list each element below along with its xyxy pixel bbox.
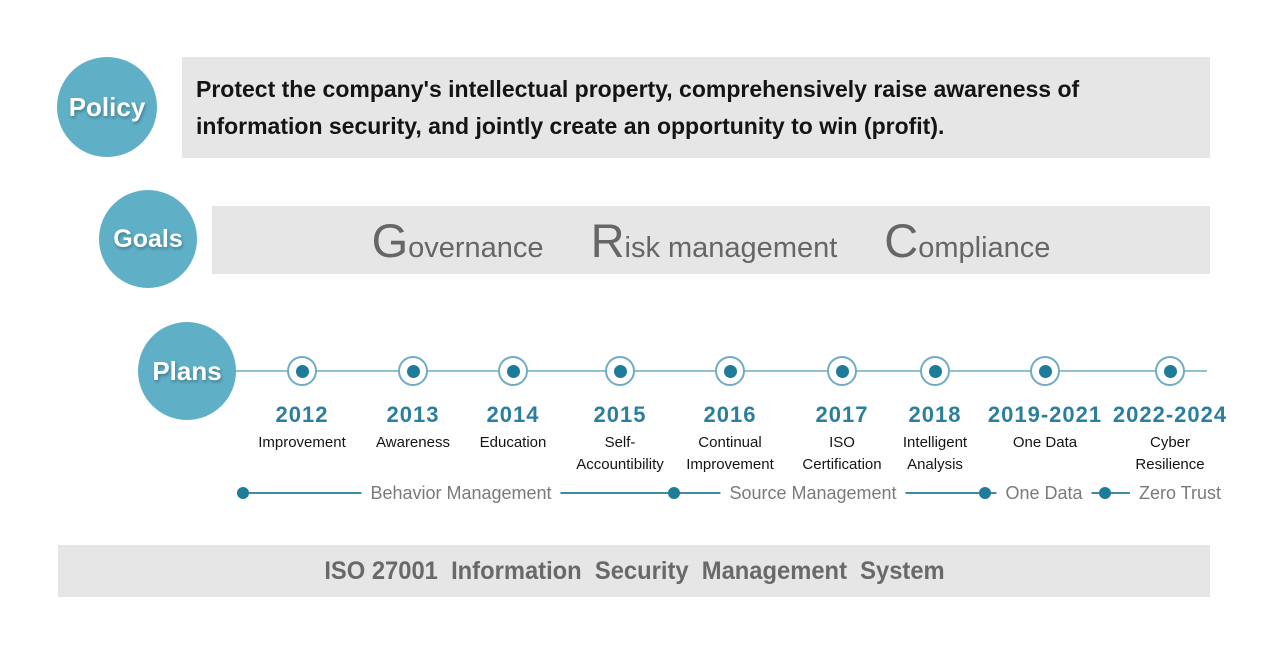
goal-compliance-rest: ompliance <box>918 231 1051 264</box>
timeline-marker-icon <box>605 356 635 386</box>
goal-governance: Governance <box>372 213 544 268</box>
policy-badge-label: Policy <box>68 91 146 122</box>
goal-risk-rest: isk management <box>624 231 838 264</box>
timeline-marker-icon <box>287 356 317 386</box>
policy-panel: Protect the company's intellectual prope… <box>182 57 1210 158</box>
goal-compliance-initial: C <box>884 213 919 267</box>
timeline-milestone: 2018 Intelligent Analysis <box>865 356 1005 476</box>
goal-governance-rest: overnance <box>408 231 544 264</box>
phase-dot-icon <box>979 487 991 499</box>
policy-badge: Policy <box>57 57 157 157</box>
milestone-label: Continual Improvement <box>686 434 774 473</box>
timeline-marker-icon <box>498 356 528 386</box>
plans-badge: Plans <box>138 322 236 420</box>
milestone-label: Intelligent Analysis <box>902 434 968 473</box>
phase-label: Behavior Management <box>361 480 561 506</box>
goal-governance-initial: G <box>371 213 409 267</box>
milestone-label: Improvement <box>258 434 346 451</box>
milestone-year: 2017 <box>815 402 869 427</box>
timeline-marker-dot-icon <box>723 364 737 378</box>
goal-risk-management: Risk management <box>591 213 838 268</box>
policy-text-line-2: information security, and jointly create… <box>196 112 945 139</box>
timeline-marker-dot-icon <box>506 364 520 378</box>
timeline-milestone: 2019-2021 One Data <box>975 356 1115 454</box>
phase-label: One Data <box>996 480 1092 506</box>
timeline-marker-dot-icon <box>613 364 627 378</box>
timeline-milestone: 2014 Education <box>443 356 583 454</box>
timeline-marker-icon <box>715 356 745 386</box>
goal-compliance: Compliance <box>884 213 1050 268</box>
footer-bar: ISO 27001 Information Security Managemen… <box>58 545 1210 597</box>
milestone-label: One Data <box>1012 434 1078 451</box>
goals-badge: Goals <box>99 190 197 288</box>
milestone-year: 2018 <box>908 402 962 427</box>
timeline-marker-dot-icon <box>1038 364 1052 378</box>
goals-panel: Governance Risk management Compliance <box>212 206 1210 274</box>
timeline-milestone: 2017 ISO Certification <box>772 356 912 476</box>
phase-label: Source Management <box>720 480 906 506</box>
milestone-year: 2016 <box>703 402 757 427</box>
milestone-year: 2012 <box>275 402 329 427</box>
milestone-year: 2013 <box>386 402 440 427</box>
timeline-milestone: 2015 Self- Accountibility <box>550 356 690 476</box>
timeline-marker-icon <box>1030 356 1060 386</box>
policy-text-line-1: Protect the company's intellectual prope… <box>196 75 1080 102</box>
goal-risk-initial: R <box>590 213 625 267</box>
timeline-marker-dot-icon <box>295 364 309 378</box>
timeline-marker-icon <box>920 356 950 386</box>
timeline-marker-dot-icon <box>1163 364 1177 378</box>
timeline-milestone: 2012 Improvement <box>232 356 372 454</box>
timeline-marker-dot-icon <box>406 364 420 378</box>
milestone-year: 2014 <box>486 402 540 427</box>
timeline-marker-icon <box>827 356 857 386</box>
timeline-milestone: 2016 Continual Improvement <box>660 356 800 476</box>
phase-dot-icon <box>668 487 680 499</box>
milestone-label: ISO Certification <box>802 434 882 473</box>
timeline-marker-dot-icon <box>835 364 849 378</box>
milestone-year: 2022-2024 <box>1112 402 1228 427</box>
plans-badge-label: Plans <box>152 355 222 386</box>
milestone-year: 2019-2021 <box>987 402 1103 427</box>
timeline-marker-icon <box>1155 356 1185 386</box>
footer-title: ISO 27001 Information Security Managemen… <box>323 556 945 585</box>
phase-dot-icon <box>237 487 249 499</box>
milestone-label: Awareness <box>376 434 450 451</box>
timeline-marker-icon <box>398 356 428 386</box>
timeline-milestone: 2013 Awareness <box>343 356 483 454</box>
phase-label: Zero Trust <box>1129 480 1231 506</box>
goals-badge-label: Goals <box>113 224 183 253</box>
timeline-marker-dot-icon <box>928 364 942 378</box>
milestone-label: Education <box>479 434 547 451</box>
milestone-label: Self- Accountibility <box>576 434 664 473</box>
milestone-year: 2015 <box>593 402 647 427</box>
phase-dot-icon <box>1099 487 1111 499</box>
milestone-label: Cyber Resilience <box>1135 434 1205 473</box>
timeline-milestone: 2022-2024 Cyber Resilience <box>1100 356 1240 476</box>
